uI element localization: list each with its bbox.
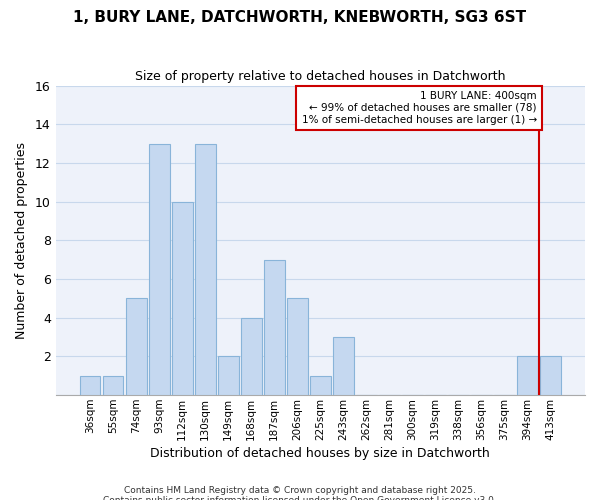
Text: 1, BURY LANE, DATCHWORTH, KNEBWORTH, SG3 6ST: 1, BURY LANE, DATCHWORTH, KNEBWORTH, SG3… <box>73 10 527 25</box>
Y-axis label: Number of detached properties: Number of detached properties <box>15 142 28 339</box>
Bar <box>517 356 538 395</box>
Title: Size of property relative to detached houses in Datchworth: Size of property relative to detached ho… <box>135 70 506 83</box>
X-axis label: Distribution of detached houses by size in Datchworth: Distribution of detached houses by size … <box>151 447 490 460</box>
Bar <box>218 356 239 395</box>
Text: 1 BURY LANE: 400sqm
← 99% of detached houses are smaller (78)
1% of semi-detache: 1 BURY LANE: 400sqm ← 99% of detached ho… <box>302 92 537 124</box>
Text: Contains HM Land Registry data © Crown copyright and database right 2025.: Contains HM Land Registry data © Crown c… <box>124 486 476 495</box>
Bar <box>80 376 100 395</box>
Bar <box>149 144 170 395</box>
Bar <box>103 376 124 395</box>
Bar <box>287 298 308 395</box>
Bar <box>195 144 215 395</box>
Bar <box>310 376 331 395</box>
Bar <box>241 318 262 395</box>
Text: Contains public sector information licensed under the Open Government Licence v3: Contains public sector information licen… <box>103 496 497 500</box>
Bar <box>333 337 354 395</box>
Bar <box>540 356 561 395</box>
Bar <box>126 298 146 395</box>
Bar <box>264 260 284 395</box>
Bar <box>172 202 193 395</box>
